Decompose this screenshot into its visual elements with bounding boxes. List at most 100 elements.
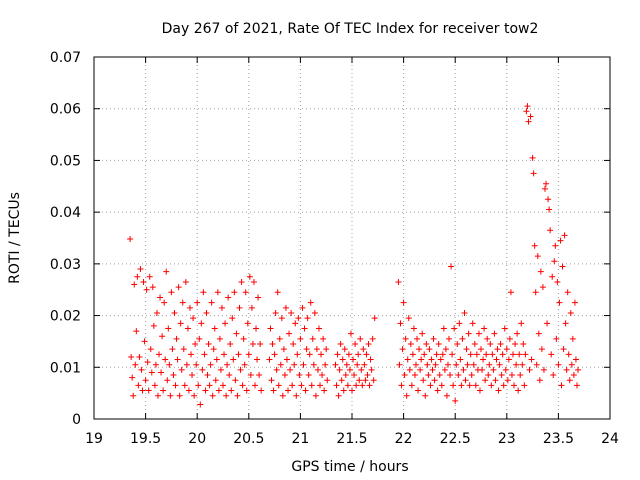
x-tick-label: 23 (498, 431, 516, 447)
data-point (538, 346, 545, 353)
data-point (197, 401, 204, 408)
data-point (157, 294, 164, 301)
x-tick-label: 23.5 (543, 431, 574, 447)
data-point (482, 377, 489, 384)
data-point (311, 309, 318, 316)
data-point (297, 335, 304, 342)
data-point (521, 382, 528, 389)
data-point (213, 356, 220, 363)
data-point (294, 351, 301, 358)
data-point (406, 366, 413, 373)
data-point (243, 387, 250, 394)
data-point (479, 366, 486, 373)
data-point (253, 325, 260, 332)
data-point (453, 361, 460, 368)
y-tick-label: 0.01 (50, 360, 81, 376)
data-point (572, 356, 579, 363)
data-point (293, 392, 300, 399)
data-point (509, 351, 516, 358)
data-point (568, 361, 575, 368)
data-point (266, 356, 273, 363)
data-point (354, 361, 361, 368)
data-point (523, 108, 530, 115)
data-point (149, 284, 156, 291)
data-point (144, 359, 151, 366)
data-point (420, 377, 427, 384)
data-point (228, 387, 235, 394)
data-point (241, 361, 248, 368)
x-tick-label: 20.5 (233, 431, 264, 447)
data-point (180, 346, 187, 353)
data-point (530, 170, 537, 177)
data-point (514, 330, 521, 337)
data-point (167, 392, 174, 399)
data-point (274, 289, 281, 296)
y-tick-label: 0.06 (50, 102, 81, 118)
data-point (416, 346, 423, 353)
data-point (198, 320, 205, 327)
data-point (245, 351, 252, 358)
data-point (131, 281, 138, 288)
data-point (269, 341, 276, 348)
data-point (361, 361, 368, 368)
data-point (210, 346, 217, 353)
y-tick-label: 0.05 (50, 153, 81, 169)
x-tick-label: 21.5 (336, 431, 367, 447)
data-point (307, 299, 314, 306)
data-point (400, 299, 407, 306)
data-point (437, 356, 444, 363)
data-point (407, 341, 414, 348)
y-tick-label: 0 (72, 412, 81, 428)
data-point (258, 387, 265, 394)
data-point (452, 397, 459, 404)
data-point (230, 356, 237, 363)
data-point (540, 366, 547, 373)
data-point (500, 382, 507, 389)
data-point (152, 361, 159, 368)
data-point (464, 361, 471, 368)
data-point (185, 387, 192, 394)
data-point (494, 346, 501, 353)
data-point (486, 361, 493, 368)
data-point (457, 356, 464, 363)
data-point (283, 356, 290, 363)
data-point (335, 392, 342, 399)
data-point (130, 392, 137, 399)
data-point (520, 341, 527, 348)
data-point (346, 366, 353, 373)
data-point (137, 266, 144, 273)
data-point (360, 346, 367, 353)
data-point (560, 346, 567, 353)
data-point (163, 268, 170, 275)
y-axis-label: ROTI / TECUs (7, 192, 23, 284)
data-point (559, 263, 566, 270)
data-point (349, 387, 355, 394)
data-point (256, 372, 263, 379)
data-point (451, 325, 458, 332)
data-point (545, 196, 552, 203)
data-point (192, 341, 199, 348)
data-point (533, 361, 540, 368)
data-point (411, 372, 418, 379)
data-point (551, 258, 558, 265)
data-point (370, 377, 377, 384)
data-point (322, 361, 329, 368)
data-point (282, 304, 289, 311)
data-point (127, 236, 134, 243)
data-point (409, 351, 416, 358)
data-point (358, 366, 365, 373)
data-point (528, 356, 535, 363)
data-point (172, 382, 179, 389)
data-point (403, 392, 410, 399)
data-point (368, 366, 375, 373)
data-point (138, 366, 145, 373)
data-point (232, 377, 239, 384)
data-point (419, 330, 426, 337)
data-point (336, 366, 343, 373)
data-point (229, 315, 236, 322)
data-point (310, 361, 317, 368)
data-point (209, 392, 216, 399)
data-point (257, 341, 264, 348)
data-point (519, 361, 526, 368)
data-point (169, 346, 176, 353)
